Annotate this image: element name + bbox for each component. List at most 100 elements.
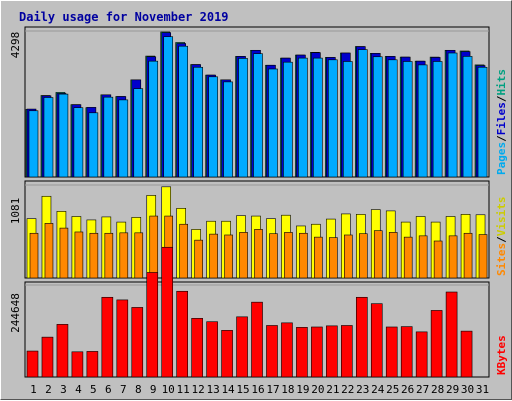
bar-kbytes-6 (101, 296, 114, 378)
day-label-9: 9 (150, 383, 157, 396)
bar-pages-22 (343, 61, 353, 178)
bar-kbytes-19 (296, 327, 308, 378)
bar-pages-11 (178, 45, 188, 178)
day-label-15: 15 (236, 383, 249, 396)
day-label-24: 24 (371, 383, 385, 396)
bar-pages-21 (328, 59, 338, 178)
bar-sites-4 (74, 231, 84, 279)
legend-separator: / (495, 95, 508, 102)
bar-kbytes-22 (341, 325, 353, 378)
bar-kbytes-27 (415, 331, 428, 378)
day-label-14: 14 (221, 383, 235, 396)
day-label-18: 18 (281, 383, 294, 396)
bar-kbytes-18 (281, 322, 293, 378)
day-label-29: 29 (446, 383, 459, 396)
bar-pages-24 (372, 56, 383, 178)
chart-title: Daily usage for November 2019 (19, 10, 229, 24)
bar-sites-17 (269, 233, 278, 279)
bar-kbytes-20 (311, 326, 323, 378)
legend-separator: / (495, 135, 508, 142)
bar-sites-8 (134, 232, 144, 279)
bar-sites-7 (119, 232, 129, 279)
bar-pages-5 (88, 112, 99, 178)
bar-kbytes-7 (116, 299, 129, 378)
day-label-28: 28 (431, 383, 444, 396)
day-label-30: 30 (461, 383, 474, 396)
bar-kbytes-9 (146, 272, 159, 378)
bar-sites-3 (59, 227, 69, 279)
bar-sites-5 (89, 232, 99, 279)
legend-separator: / (495, 236, 508, 243)
bar-kbytes-14 (221, 330, 233, 378)
bar-sites-30 (463, 232, 473, 279)
ymax-label-top: 4298 (9, 32, 22, 59)
bar-kbytes-12 (191, 318, 203, 378)
bar-pages-7 (118, 99, 129, 178)
bar-pages-20 (313, 57, 323, 178)
bar-pages-23 (357, 49, 368, 178)
day-label-13: 13 (206, 383, 219, 396)
bar-kbytes-10 (161, 246, 174, 378)
day-label-1: 1 (30, 383, 37, 396)
bar-pages-16 (253, 53, 263, 178)
bar-kbytes-15 (236, 316, 248, 378)
bar-sites-18 (284, 232, 293, 279)
bar-pages-6 (103, 96, 114, 178)
bar-kbytes-3 (56, 324, 69, 378)
day-label-25: 25 (386, 383, 399, 396)
bar-pages-29 (447, 52, 458, 178)
bar-pages-27 (417, 64, 428, 178)
bar-kbytes-11 (176, 290, 188, 378)
day-label-6: 6 (105, 383, 112, 396)
day-label-17: 17 (266, 383, 279, 396)
day-label-27: 27 (416, 383, 429, 396)
bar-sites-25 (388, 232, 398, 279)
bar-pages-31 (477, 66, 488, 178)
day-label-2: 2 (45, 383, 52, 396)
day-label-7: 7 (120, 383, 127, 396)
bar-sites-16 (254, 229, 263, 279)
bar-sites-21 (329, 237, 338, 279)
bar-kbytes-21 (326, 325, 338, 378)
day-label-5: 5 (90, 383, 97, 396)
bar-sites-15 (239, 232, 248, 279)
bar-sites-31 (478, 234, 488, 279)
bar-kbytes-23 (355, 296, 368, 378)
day-label-23: 23 (356, 383, 369, 396)
bar-pages-26 (402, 61, 413, 178)
bar-sites-22 (344, 234, 353, 279)
bar-sites-2 (44, 223, 54, 279)
bar-kbytes-30 (460, 330, 473, 378)
day-label-31: 31 (476, 383, 489, 396)
day-label-22: 22 (341, 383, 354, 396)
bar-sites-6 (104, 232, 114, 279)
bar-kbytes-26 (400, 326, 413, 378)
bar-sites-29 (448, 235, 458, 279)
bar-kbytes-8 (131, 307, 144, 378)
day-label-12: 12 (192, 383, 205, 396)
legend-files: Files (495, 102, 508, 135)
bar-sites-27 (418, 235, 428, 279)
ymax-label-bottom: 244648 (9, 293, 22, 333)
bar-sites-12 (194, 239, 203, 279)
bar-kbytes-13 (206, 321, 218, 378)
legend-top: Pages/Files/Hits (495, 69, 508, 175)
legend-pages: Pages (495, 142, 508, 175)
bar-kbytes-24 (370, 303, 383, 378)
legend-middle: Sites/Visits (495, 197, 508, 277)
bar-kbytes-16 (251, 301, 263, 378)
bar-pages-9 (148, 60, 159, 178)
bar-sites-11 (179, 223, 188, 279)
bar-sites-14 (224, 234, 233, 279)
legend-bottom: KBytes (495, 335, 508, 375)
bar-sites-9 (149, 215, 159, 279)
day-label-10: 10 (162, 383, 175, 396)
bar-kbytes-1 (26, 350, 39, 378)
bar-pages-17 (268, 68, 278, 178)
bar-pages-13 (208, 76, 218, 178)
bar-kbytes-25 (385, 326, 398, 378)
bar-pages-28 (432, 61, 443, 178)
day-label-19: 19 (296, 383, 309, 396)
